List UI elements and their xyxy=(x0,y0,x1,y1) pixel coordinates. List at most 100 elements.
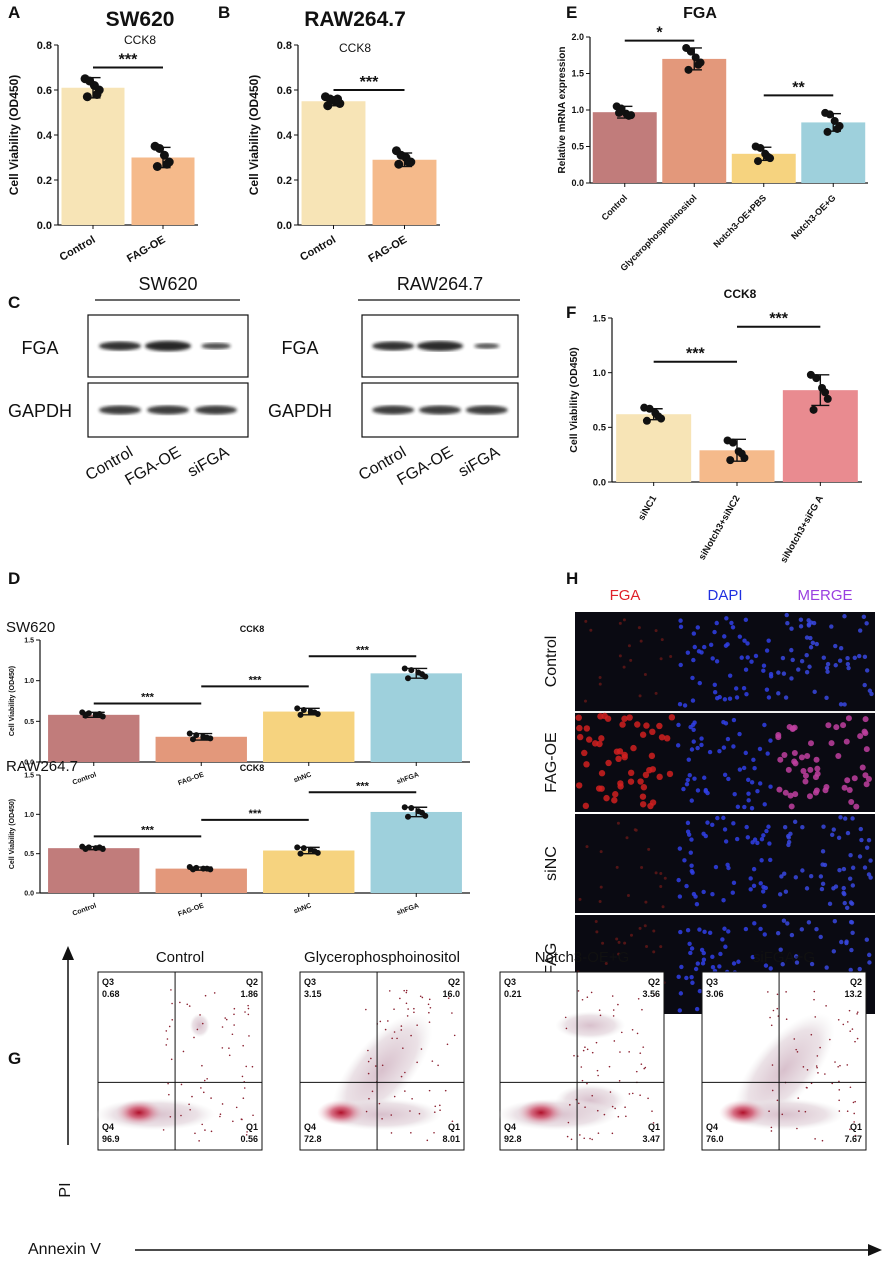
significance-label: *** xyxy=(141,691,155,703)
event xyxy=(802,1066,805,1068)
nucleus xyxy=(833,663,838,668)
nucleus xyxy=(837,868,842,873)
nucleus xyxy=(678,618,683,623)
nucleus xyxy=(723,643,729,648)
event xyxy=(776,1007,779,1010)
nucleus xyxy=(806,622,812,627)
nucleus xyxy=(863,746,870,753)
event xyxy=(653,994,656,997)
nucleus xyxy=(695,625,700,630)
chart-subtitle: CCK8 xyxy=(124,33,156,47)
data-point xyxy=(726,456,735,465)
event xyxy=(409,1110,411,1112)
significance-label: ** xyxy=(792,79,805,96)
nucleus xyxy=(814,770,821,777)
quadrant-value: 0.68 xyxy=(102,989,120,999)
cell xyxy=(599,850,603,854)
nucleus xyxy=(820,881,826,887)
nucleus xyxy=(752,766,757,771)
quadrant-value: 92.8 xyxy=(504,1134,522,1144)
cell-line-label: SW620 xyxy=(138,274,197,294)
nucleus xyxy=(749,780,755,785)
y-tick-label: 0.8 xyxy=(277,40,292,52)
event xyxy=(795,1048,798,1051)
data-point xyxy=(654,412,663,421)
event xyxy=(402,1047,404,1049)
arrow-head xyxy=(868,1244,882,1256)
y-tick-label: 1.5 xyxy=(24,637,34,644)
blot-band xyxy=(195,405,237,415)
blot-band xyxy=(201,342,231,350)
nucleus xyxy=(865,775,872,782)
nucleus xyxy=(689,974,694,980)
plot-title: Notch3-OE+G xyxy=(535,949,630,966)
nucleus xyxy=(758,926,763,932)
event xyxy=(166,1038,169,1040)
data-point xyxy=(809,405,818,414)
nucleus xyxy=(748,887,753,892)
nucleus xyxy=(682,703,688,708)
density xyxy=(733,1012,835,1127)
event xyxy=(842,1023,845,1026)
nucleus xyxy=(701,957,707,962)
nucleus xyxy=(702,929,707,935)
event xyxy=(426,1139,429,1142)
event xyxy=(384,1028,387,1031)
cell xyxy=(627,644,631,648)
y-axis-label: Cell Viability (OD450) xyxy=(9,666,16,736)
cell xyxy=(615,937,619,941)
data-point xyxy=(155,144,165,153)
nucleus xyxy=(814,641,819,647)
event xyxy=(612,1009,615,1011)
cell xyxy=(597,713,604,720)
event xyxy=(381,1064,384,1067)
nucleus xyxy=(775,930,781,936)
nucleus xyxy=(678,991,684,996)
data-point xyxy=(614,108,623,117)
nucleus xyxy=(677,1008,682,1013)
event xyxy=(165,1044,168,1046)
nucleus xyxy=(806,920,812,925)
cell xyxy=(575,782,583,789)
y-tick-label: 0.6 xyxy=(37,85,52,97)
nucleus xyxy=(703,789,708,794)
quadrant-value: 8.01 xyxy=(442,1134,460,1144)
nucleus xyxy=(677,846,683,851)
significance-label: *** xyxy=(141,824,155,836)
cell xyxy=(576,724,583,732)
data-point xyxy=(686,47,695,56)
event xyxy=(838,1089,841,1091)
event xyxy=(781,1113,784,1116)
quadrant-name: Q2 xyxy=(850,977,862,987)
event xyxy=(806,1069,809,1071)
micrograph xyxy=(775,612,875,711)
event xyxy=(639,1052,642,1054)
nucleus xyxy=(768,784,773,789)
nucleus xyxy=(808,635,813,641)
nucleus xyxy=(710,656,715,661)
event xyxy=(617,1003,619,1006)
x-tick-label: FAG-OE xyxy=(366,234,409,265)
nucleus xyxy=(819,886,825,892)
nucleus xyxy=(798,754,805,761)
nucleus xyxy=(841,866,847,872)
nucleus xyxy=(699,736,704,741)
event xyxy=(379,1020,382,1023)
event xyxy=(180,1083,183,1086)
quadrant-name: Q4 xyxy=(304,1122,316,1132)
event xyxy=(247,1013,250,1016)
y-tick-label: 0.0 xyxy=(24,890,34,897)
event xyxy=(224,1017,227,1019)
event xyxy=(625,1115,627,1118)
lane-label: siFGA xyxy=(456,444,503,481)
cell xyxy=(654,691,658,695)
significance-label: *** xyxy=(356,644,370,656)
event xyxy=(813,998,815,1001)
nucleus xyxy=(788,831,793,837)
event xyxy=(564,1016,567,1019)
event xyxy=(846,1064,849,1066)
event xyxy=(635,1070,638,1073)
event xyxy=(644,1066,647,1069)
bar xyxy=(48,714,140,762)
event xyxy=(399,997,401,1000)
